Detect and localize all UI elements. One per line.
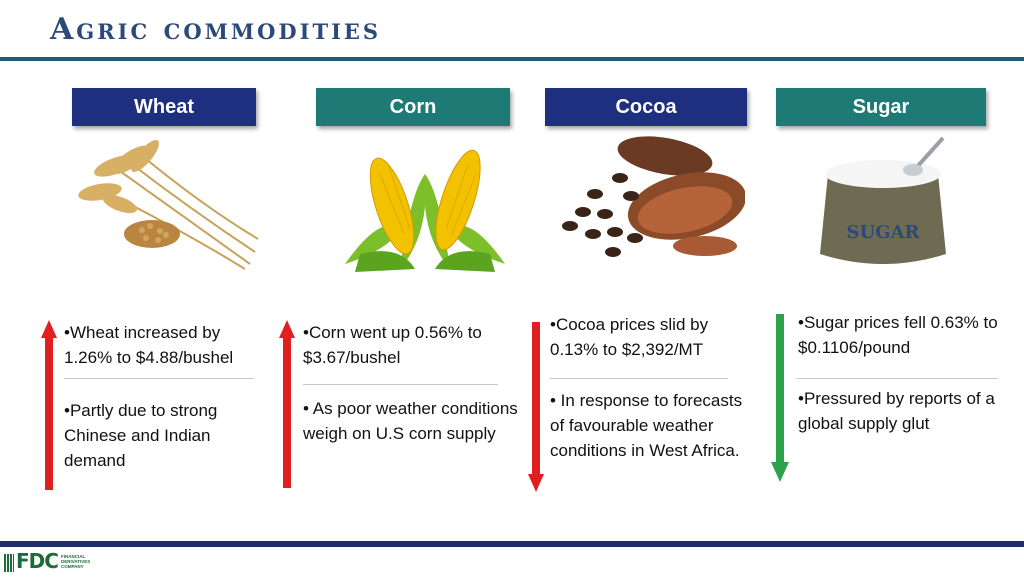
sugar-bag-label: SUGAR: [847, 222, 921, 243]
corn-header: Corn: [316, 88, 510, 126]
wheat-point-2: •Partly due to strong Chinese and Indian…: [64, 401, 218, 470]
wheat-up-arrow-icon: [41, 320, 57, 490]
wheat-header-label: Wheat: [134, 95, 194, 118]
cocoa-header: Cocoa: [545, 88, 747, 126]
cocoa-divider: [550, 378, 728, 379]
footer-rule: [0, 541, 1024, 547]
sugar-down-arrow-icon: [771, 314, 789, 482]
corn-divider: [303, 384, 498, 385]
corn-point-1: •Corn went up 0.56% to $3.67/bushel: [303, 323, 482, 367]
corn-image: [340, 134, 510, 274]
sugar-image: SUGAR: [808, 134, 958, 274]
wheat-image: [70, 134, 260, 274]
wheat-divider: [64, 378, 254, 379]
fdc-logo: FDC FINANCIAL DERIVATIVES COMPANY: [4, 548, 119, 574]
corn-point-2: • As poor weather conditions weigh on U.…: [303, 399, 518, 443]
sugar-point-2: •Pressured by reports of a global supply…: [798, 389, 995, 433]
sugar-point-1: •Sugar prices fell 0.63% to $0.1106/poun…: [798, 313, 998, 357]
corn-up-arrow-icon: [279, 320, 295, 488]
sugar-header-label: Sugar: [852, 95, 910, 118]
fdc-logo-mark: FDC: [4, 549, 59, 573]
sugar-divider: [796, 378, 998, 379]
fdc-logo-subtitle: FINANCIAL DERIVATIVES COMPANY: [60, 553, 91, 569]
cocoa-down-arrow-icon: [528, 322, 544, 492]
cocoa-point-1: •Cocoa prices slid by 0.13% to $2,392/MT: [550, 315, 709, 359]
cocoa-point-2: • In response to forecasts of favourable…: [550, 391, 743, 460]
title-rule: [0, 57, 1024, 61]
sugar-header: Sugar: [776, 88, 986, 126]
slide-title: Agric commodities: [50, 12, 382, 47]
cocoa-image: [555, 134, 745, 274]
corn-header-label: Corn: [389, 95, 437, 118]
cocoa-header-label: Cocoa: [615, 95, 677, 118]
wheat-header: Wheat: [72, 88, 256, 126]
wheat-point-1: •Wheat increased by 1.26% to $4.88/bushe…: [64, 323, 234, 367]
